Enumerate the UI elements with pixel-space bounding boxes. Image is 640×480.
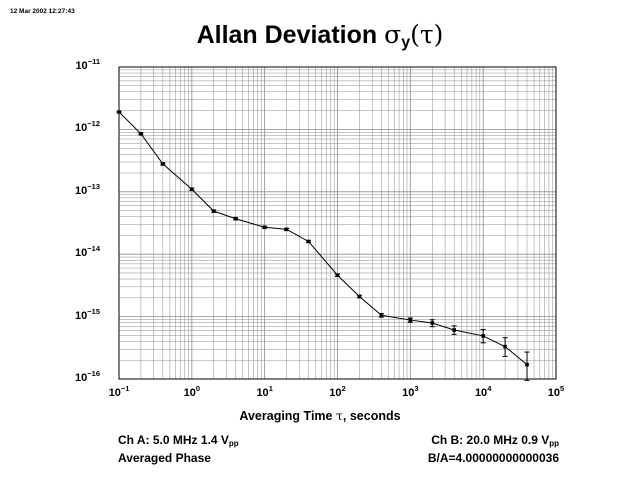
timestamp: 12 Mar 2002 12:27:43 — [10, 8, 75, 15]
channel-a-unit-sub: pp — [228, 439, 239, 448]
x-tick-label: 103 — [402, 384, 419, 399]
channel-b-text: Ch B: 20.0 MHz 0.9 V — [431, 433, 550, 447]
x-axis-label: Averaging Time τ, seconds — [0, 408, 640, 423]
data-point — [503, 344, 507, 349]
y-tick-label: 10−13 — [75, 181, 100, 197]
y-tick-label: 10−15 — [75, 306, 100, 322]
y-tick-label: 10−16 — [75, 369, 100, 384]
plot-frame — [118, 66, 557, 380]
data-point — [335, 273, 340, 278]
channel-b-line: Ch B: 20.0 MHz 0.9 Vpp — [428, 433, 559, 451]
data-point — [525, 362, 529, 367]
data-point — [481, 334, 485, 338]
x-tick-label: 101 — [256, 384, 273, 399]
data-point — [357, 294, 362, 299]
data-point — [262, 225, 267, 230]
channel-a-line: Ch A: 5.0 MHz 1.4 Vpp — [118, 433, 239, 451]
chart-title-sigma: σ — [384, 20, 402, 49]
channel-a-info: Ch A: 5.0 MHz 1.4 Vpp Averaged Phase — [118, 433, 239, 466]
data-point — [233, 216, 238, 221]
x-tick-label: 10−1 — [108, 384, 130, 399]
channel-a-text: Ch A: 5.0 MHz 1.4 V — [118, 433, 229, 447]
mode-text: Averaged Phase — [118, 451, 211, 465]
y-tick-label: 10−11 — [75, 57, 100, 72]
data-point — [284, 227, 289, 232]
channel-b-info: Ch B: 20.0 MHz 0.9 Vpp B/A=4.00000000000… — [428, 433, 559, 466]
data-point — [452, 328, 456, 332]
x-axis-label-tau: τ — [335, 408, 343, 423]
x-tick-label: 100 — [183, 384, 201, 399]
x-axis-label-post: , seconds — [342, 409, 401, 423]
data-line — [118, 111, 528, 366]
data-point — [139, 132, 143, 136]
x-tick-label: 104 — [474, 384, 492, 399]
channel-b-unit-sub: pp — [549, 439, 559, 448]
data-point — [211, 209, 216, 213]
y-tick-label: 10−14 — [75, 244, 100, 260]
chart-title-text: Allan Deviation — [196, 21, 378, 49]
data-point — [408, 318, 413, 322]
chart-title-subscript: y — [401, 34, 411, 51]
y-tick-label: 10−12 — [75, 119, 100, 135]
chart-title-arg: (τ) — [410, 20, 444, 49]
data-point — [161, 162, 165, 166]
data-point — [306, 239, 311, 244]
x-axis-label-pre: Averaging Time — [239, 409, 333, 423]
data-point — [190, 187, 194, 192]
ratio-text: B/A=4.00000000000036 — [427, 451, 559, 465]
data-point — [117, 110, 121, 114]
chart-title: Allan Deviation σy(τ) — [0, 20, 640, 51]
x-tick-label: 105 — [547, 384, 565, 399]
data-point — [379, 313, 384, 318]
data-point — [430, 321, 435, 325]
x-tick-label: 102 — [329, 384, 346, 399]
